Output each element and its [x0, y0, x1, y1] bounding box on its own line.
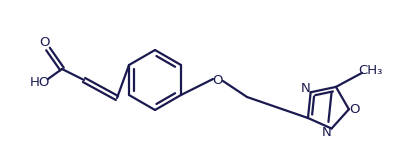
Text: O: O: [40, 35, 50, 48]
Text: CH₃: CH₃: [357, 64, 381, 77]
Text: HO: HO: [30, 76, 50, 89]
Text: N: N: [300, 82, 310, 95]
Text: N: N: [321, 126, 331, 139]
Text: O: O: [349, 103, 359, 116]
Text: O: O: [212, 73, 223, 86]
